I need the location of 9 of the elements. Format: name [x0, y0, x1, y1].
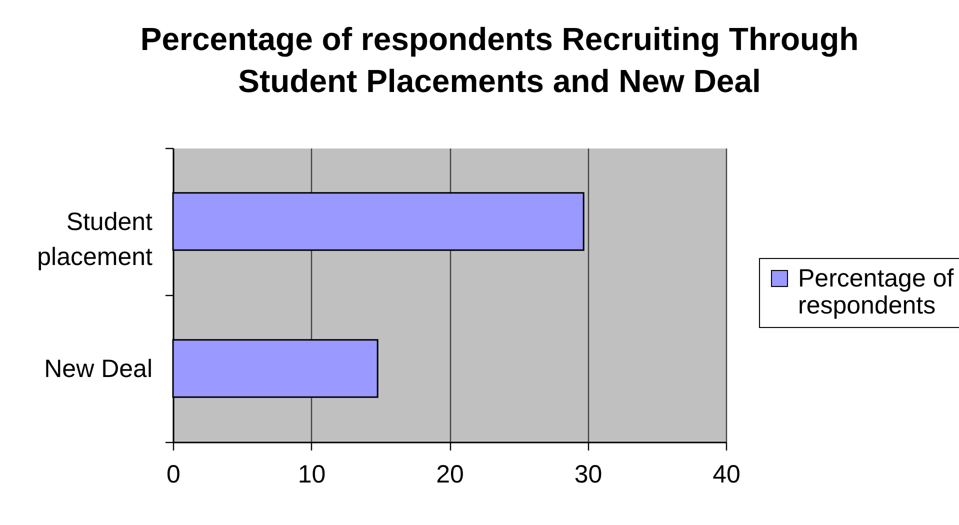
legend-label: Percentage of respondents [798, 264, 954, 320]
y-tick-label: Student placement [37, 208, 153, 271]
y-tick-label: New Deal [44, 355, 152, 383]
x-tick-label: 40 [712, 460, 740, 488]
chart-title: Percentage of respondents Recruiting Through Student Placements and New Deal [140, 21, 859, 99]
x-tick-label: 0 [166, 460, 180, 488]
x-tick-label: 20 [436, 460, 464, 488]
x-tick-label: 30 [574, 460, 602, 488]
x-tick-label: 10 [298, 460, 326, 488]
